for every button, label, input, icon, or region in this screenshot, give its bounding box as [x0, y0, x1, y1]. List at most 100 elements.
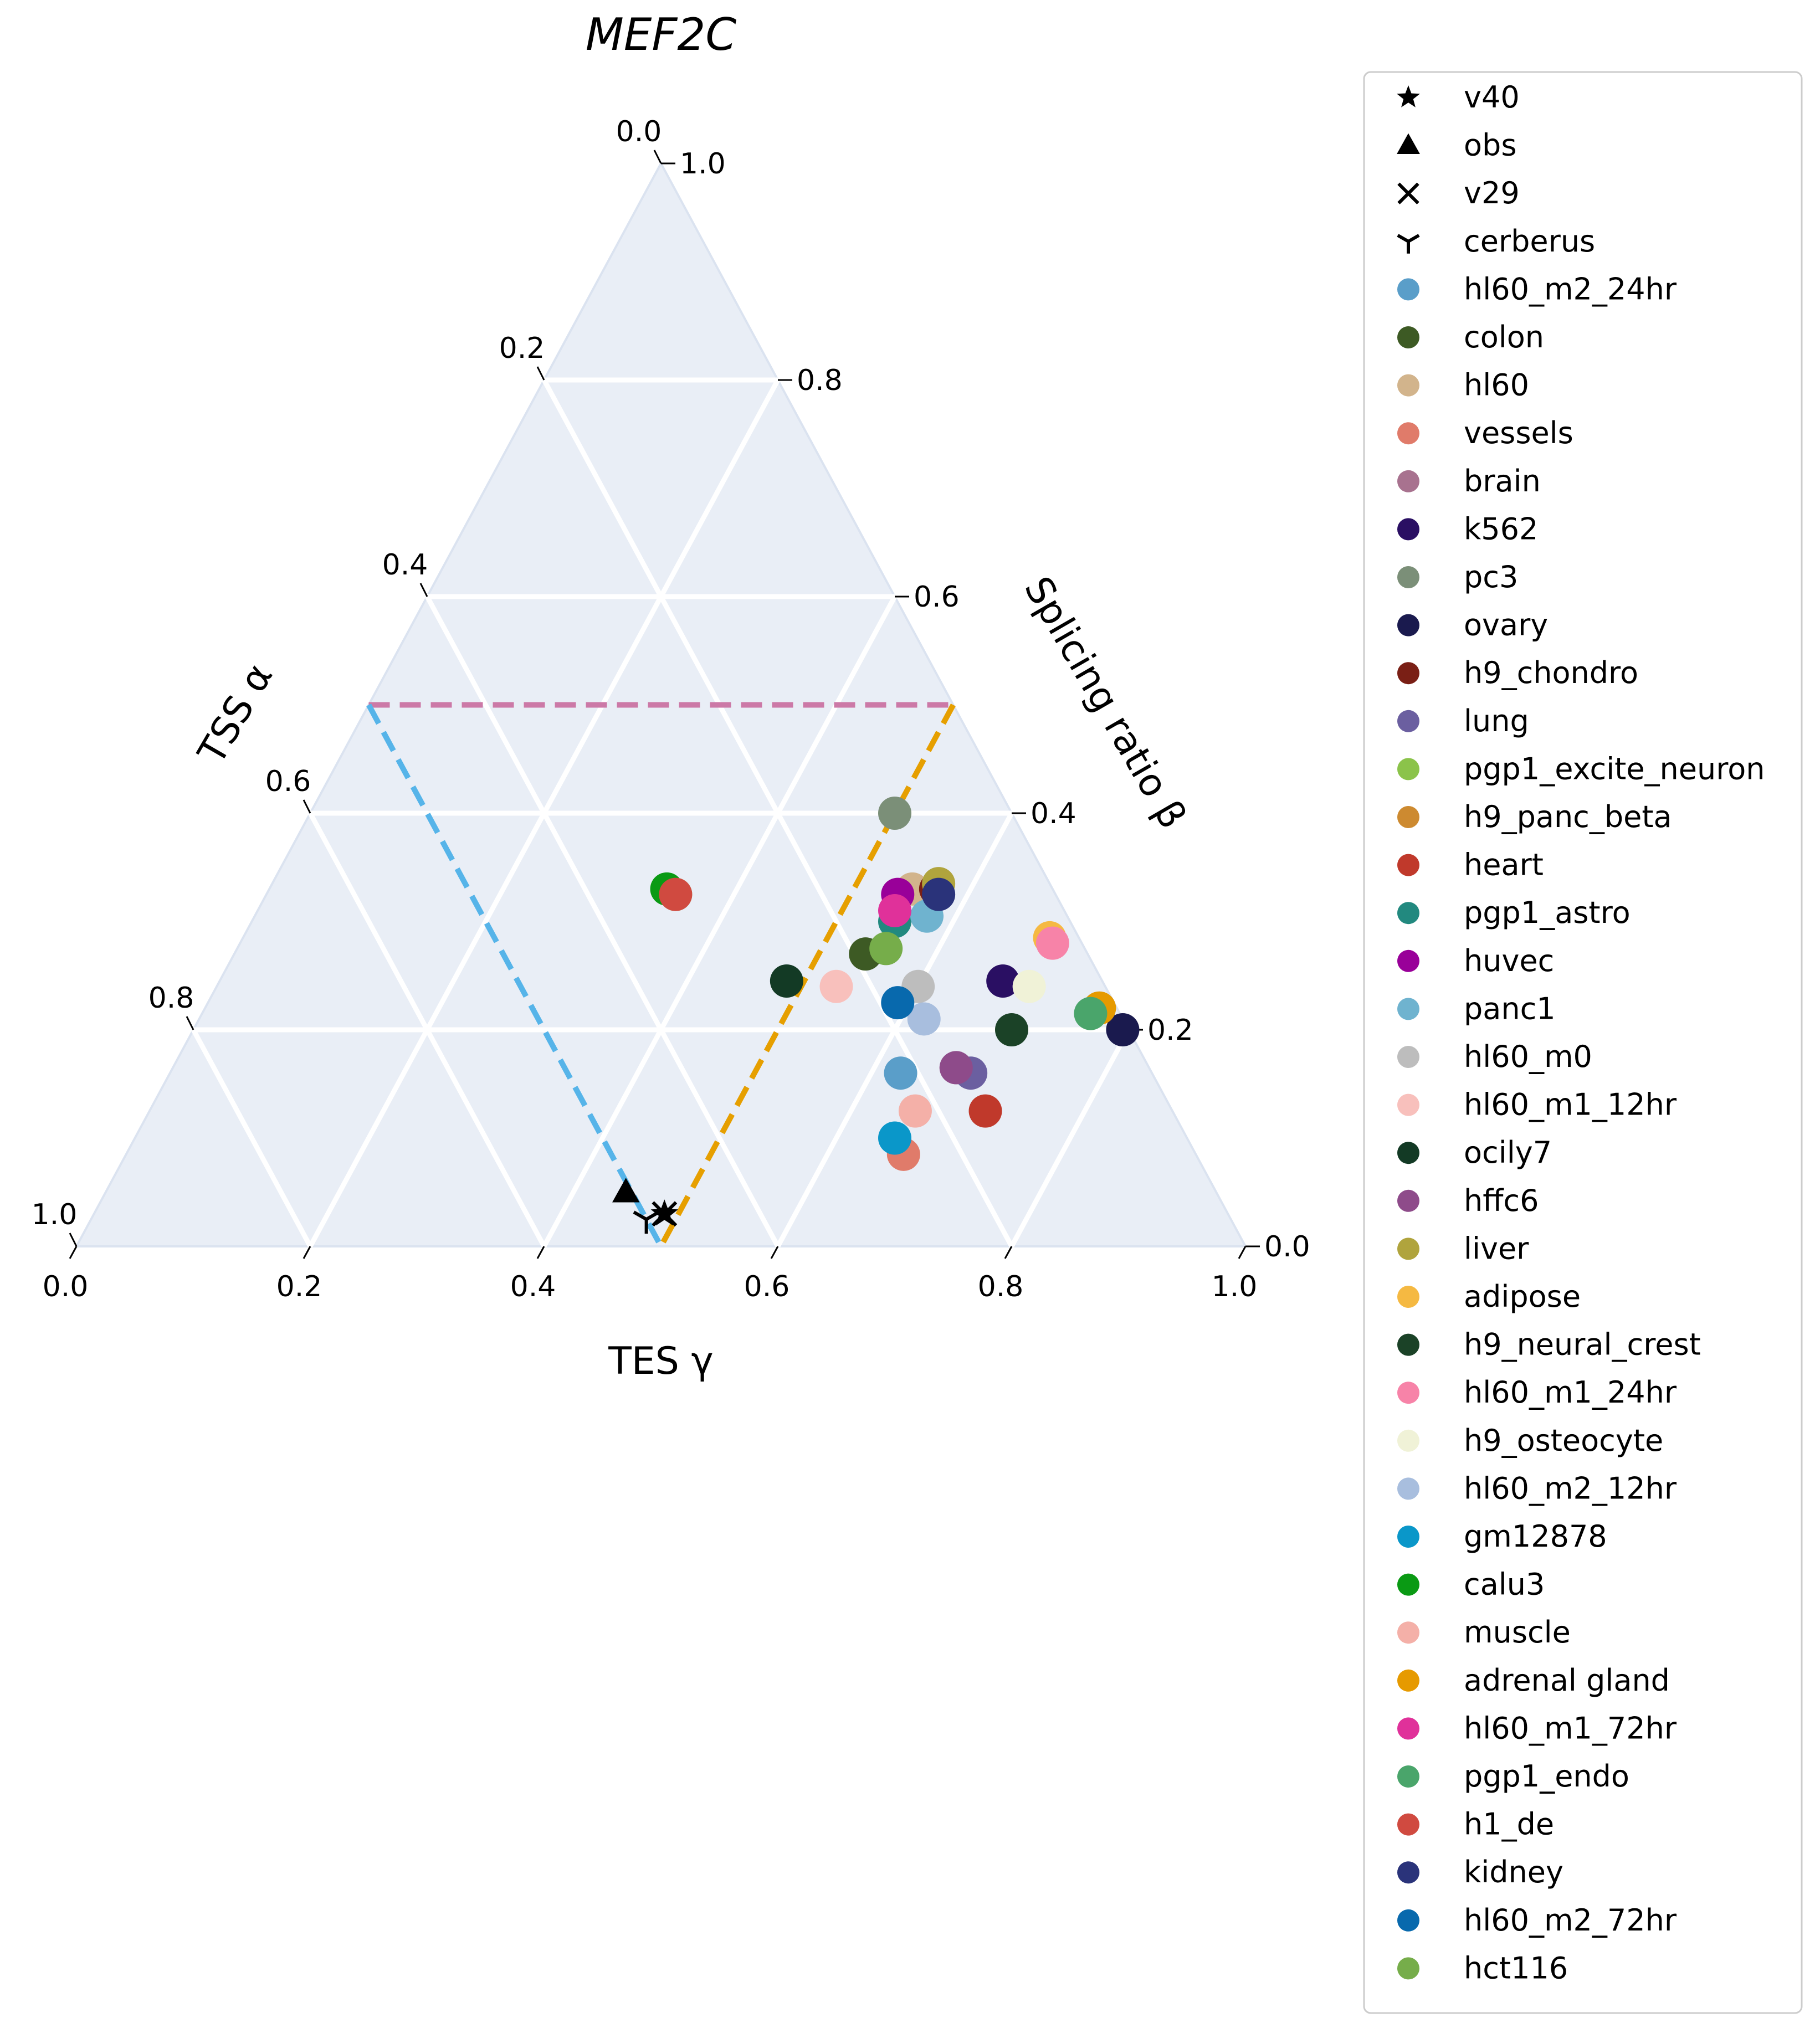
legend-label: pc3: [1464, 559, 1518, 594]
grid-line: [776, 812, 1014, 1248]
legend-label: gm12878: [1464, 1519, 1607, 1554]
legend-label: k562: [1464, 511, 1538, 546]
grid-line: [308, 812, 546, 1248]
legend-label: h9_neural_crest: [1464, 1327, 1701, 1362]
data-point: [1035, 926, 1069, 960]
legend-marker: [1397, 758, 1419, 781]
legend-label: hct116: [1464, 1950, 1568, 1985]
legend-label: adipose: [1464, 1279, 1581, 1314]
data-point: [878, 797, 911, 830]
legend-label: brain: [1464, 464, 1541, 499]
legend-marker: [1397, 1957, 1419, 1980]
data-point: [939, 1051, 973, 1085]
legend-label: ocily7: [1464, 1135, 1552, 1170]
legend-marker: [1397, 422, 1419, 445]
data-point: [922, 877, 956, 911]
data-point: [898, 1094, 932, 1128]
legend-marker: [1397, 326, 1419, 348]
legend-marker: [1397, 1142, 1419, 1164]
bottom-axis-tick: [770, 1246, 779, 1259]
bottom-axis-tick-label: 0.2: [276, 1270, 322, 1303]
data-point: [659, 877, 693, 911]
legend-marker: [1397, 710, 1419, 732]
data-point: [878, 894, 911, 927]
grid-line: [1009, 1028, 1131, 1248]
legend-marker: [1397, 566, 1419, 588]
legend-marker: [1397, 949, 1419, 972]
left-axis-tick: [69, 1233, 78, 1247]
sector-line: [658, 704, 956, 1248]
data-point: [633, 1210, 660, 1234]
bottom-axis-tick-label: 0.0: [43, 1270, 89, 1303]
legend-marker: [1397, 1861, 1419, 1884]
data-point: [986, 964, 1020, 998]
legend-marker: [1397, 1813, 1419, 1836]
legend-marker: [1397, 1333, 1419, 1356]
left-axis-tick-label: 0.6: [265, 765, 311, 798]
legend-label: pgp1_astro: [1464, 895, 1631, 930]
data-point: [1106, 1013, 1140, 1046]
legend-label: obs: [1464, 128, 1516, 163]
data-point: [995, 1013, 1028, 1046]
legend-marker: [1397, 1573, 1419, 1596]
data-point: [819, 969, 853, 1003]
right-axis-tick-label: 0.2: [1147, 1014, 1193, 1047]
legend-marker: [1397, 1238, 1419, 1260]
bottom-axis-tick-label: 0.4: [510, 1270, 556, 1303]
legend-marker: [1397, 374, 1419, 397]
legend-label: h1_de: [1464, 1807, 1554, 1842]
data-point: [968, 1094, 1002, 1128]
right-axis-tick-label: 0.8: [797, 364, 843, 397]
chart-title: MEF2C: [586, 9, 736, 60]
legend-label: ovary: [1464, 608, 1548, 643]
sector-line: [366, 704, 664, 1248]
data-point: [878, 1121, 911, 1155]
data-point: [1012, 969, 1046, 1003]
left-axis-tick-label: 0.8: [148, 982, 194, 1015]
legend-marker: [1397, 998, 1419, 1020]
legend-marker: [1397, 614, 1419, 636]
legend-marker: [1397, 85, 1420, 107]
bottom-axis-tick: [69, 1246, 78, 1259]
left-axis-tick-label: 0.2: [499, 332, 545, 365]
bottom-axis-tick-label: 1.0: [1212, 1270, 1258, 1303]
left-axis-tick-label: 1.0: [32, 1198, 78, 1231]
legend-marker: [1397, 1621, 1419, 1644]
bottom-axis-tick: [1004, 1246, 1013, 1259]
legend-marker: [1397, 1526, 1419, 1548]
data-point: [884, 1056, 917, 1090]
left-axis-title: TSS α: [189, 656, 281, 772]
right-axis-tick-label: 1.0: [680, 147, 726, 181]
legend-label: huvec: [1464, 943, 1554, 978]
data-point: [770, 964, 803, 998]
bottom-axis-tick: [303, 1246, 311, 1259]
legend-label: muscle: [1464, 1615, 1571, 1650]
left-axis-tick: [303, 799, 311, 814]
legend-marker: [1397, 1189, 1419, 1212]
legend-marker: [1397, 518, 1419, 541]
right-axis-tick-label: 0.4: [1031, 797, 1076, 830]
left-axis-tick-label: 0.4: [382, 548, 428, 582]
right-axis-tick-label: 0.6: [914, 581, 960, 614]
plot-area: 0.0 0.2 0.4 0.6 0.8 1.00.00.20.40.60.81.00.00…: [32, 9, 1310, 1383]
data-point: [652, 1201, 678, 1227]
legend-label: v40: [1464, 80, 1520, 115]
legend-label: hl60_m2_24hr: [1464, 271, 1677, 306]
legend-marker: [1397, 1909, 1419, 1932]
data-point: [907, 1002, 941, 1036]
grid-line: [191, 1028, 312, 1248]
legend-marker: [1397, 854, 1419, 876]
legend-label: liver: [1464, 1231, 1529, 1266]
legend-label: hl60: [1464, 368, 1529, 403]
legend-marker: [1397, 278, 1419, 301]
legend-box: [1363, 71, 1803, 2014]
legend-label: h9_osteocyte: [1464, 1423, 1663, 1458]
data-point: [612, 1178, 640, 1203]
legend-label: hl60_m0: [1464, 1039, 1592, 1074]
legend-label: adrenal gland: [1464, 1663, 1670, 1698]
legend-marker: [1397, 470, 1419, 492]
legend-label: calu3: [1464, 1567, 1545, 1602]
grid-line: [425, 595, 780, 1248]
legend-marker: [1397, 1286, 1419, 1308]
legend-label: hl60_m1_24hr: [1464, 1375, 1677, 1410]
